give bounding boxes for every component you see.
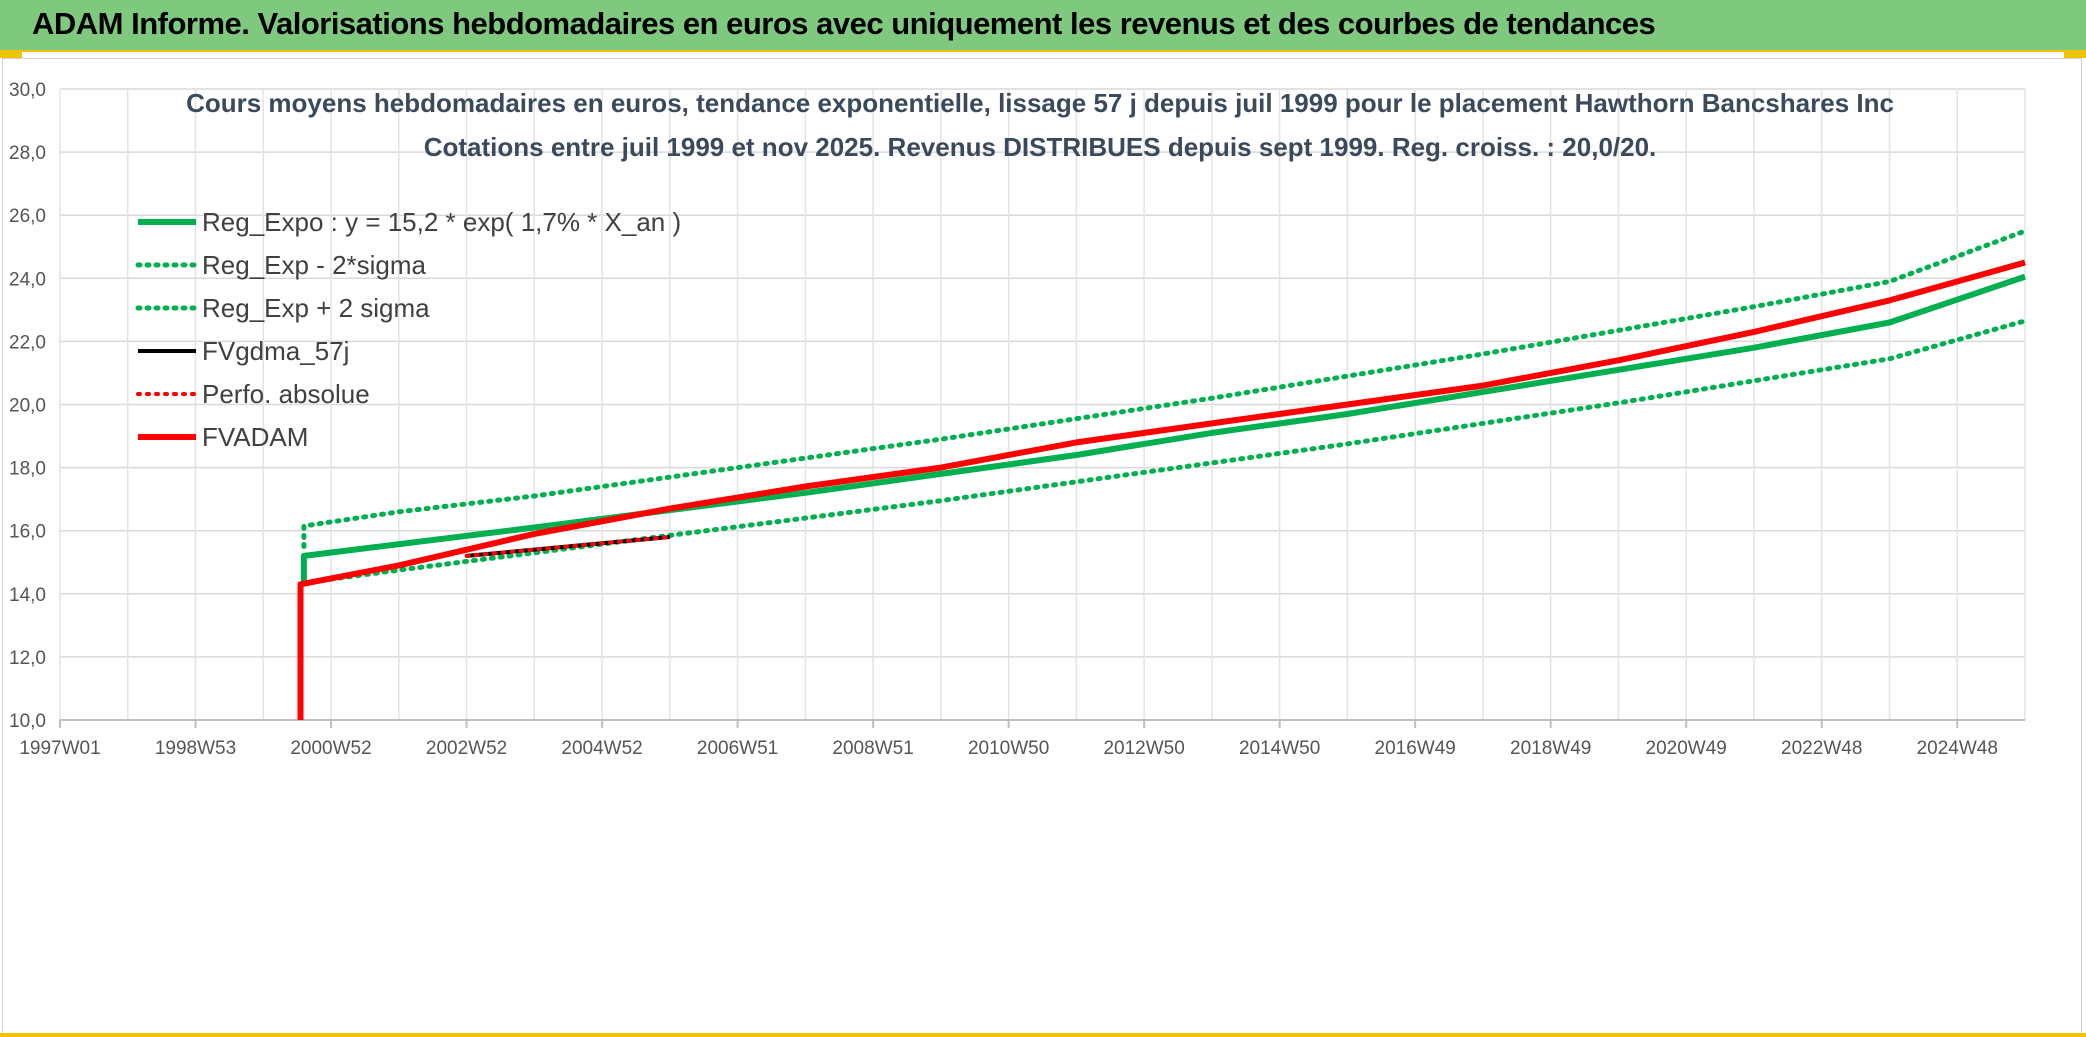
legend-label: Reg_Exp + 2 sigma <box>202 293 430 323</box>
y-tick-label: 30,0 <box>9 80 46 101</box>
y-tick-label: 24,0 <box>9 269 46 290</box>
y-tick-label: 10,0 <box>9 711 46 732</box>
y-tick-label: 16,0 <box>9 522 46 543</box>
series-layer <box>297 228 2028 720</box>
y-tick-label: 22,0 <box>9 332 46 353</box>
y-tick-label: 28,0 <box>9 143 46 164</box>
legend-label: FVADAM <box>202 422 308 452</box>
x-tick-label: 2020W49 <box>1646 738 1727 759</box>
series-line-0 <box>300 273 2026 585</box>
x-tick-label: 2022W48 <box>1781 738 1862 759</box>
x-tick-label: 2002W52 <box>426 738 507 759</box>
x-axis: 1997W01 1998W53 2000W52 2002W52 2004W52 2006W… <box>19 720 1998 759</box>
header-banner: ADAM Informe. Valorisations hebdomadaire… <box>0 0 2086 52</box>
x-tick-label: 2012W50 <box>1103 738 1184 759</box>
y-tick-label: 12,0 <box>9 648 46 669</box>
grid <box>59 88 2026 721</box>
x-tick-label: 2016W49 <box>1375 738 1456 759</box>
x-tick-label: 2006W51 <box>697 738 778 759</box>
legend-label: Reg_Expo : y = 15,2 * exp( 1,7% * X_an ) <box>202 207 681 237</box>
series-line-5 <box>297 259 2026 720</box>
legend: Reg_Expo : y = 15,2 * exp( 1,7% * X_an )… <box>135 207 681 452</box>
legend-label: FVgdma_57j <box>202 336 349 366</box>
x-tick-label: 1998W53 <box>155 738 236 759</box>
x-tick-label: 2024W48 <box>1917 738 1998 759</box>
y-tick-label: 26,0 <box>9 206 46 227</box>
page-title: ADAM Informe. Valorisations hebdomadaire… <box>32 6 1656 41</box>
chart-title-line-2: Cotations entre juil 1999 et nov 2025. R… <box>424 132 1657 162</box>
x-tick-label: 1997W01 <box>19 738 100 759</box>
series-line-2 <box>301 228 2028 549</box>
x-tick-label: 2000W52 <box>290 738 371 759</box>
x-tick-label: 2018W49 <box>1510 738 1591 759</box>
y-tick-label: 14,0 <box>9 585 46 606</box>
accent-bottom-strip <box>0 1033 2086 1037</box>
accent-corner-right <box>2064 52 2086 58</box>
x-tick-label: 2010W50 <box>968 738 1049 759</box>
y-tick-label: 18,0 <box>9 459 46 480</box>
legend-label: Reg_Exp - 2*sigma <box>202 250 427 280</box>
x-tick-label: 2014W50 <box>1239 738 1320 759</box>
series-line-4 <box>464 535 672 558</box>
x-tick-label: 2008W51 <box>832 738 913 759</box>
y-tick-label: 20,0 <box>9 396 46 417</box>
y-axis: 10,0 12,0 14,0 16,0 18,0 20,0 22,0 24,0 26,0 28,0… <box>9 80 46 732</box>
chart-title-line-1: Cours moyens hebdomadaires en euros, ten… <box>186 88 1894 118</box>
x-tick-label: 2004W52 <box>561 738 642 759</box>
chart-frame <box>2 58 2082 1035</box>
accent-corner-left <box>0 52 22 58</box>
series-line-1 <box>301 318 2028 586</box>
legend-label: Perfo. absolue <box>202 379 370 409</box>
